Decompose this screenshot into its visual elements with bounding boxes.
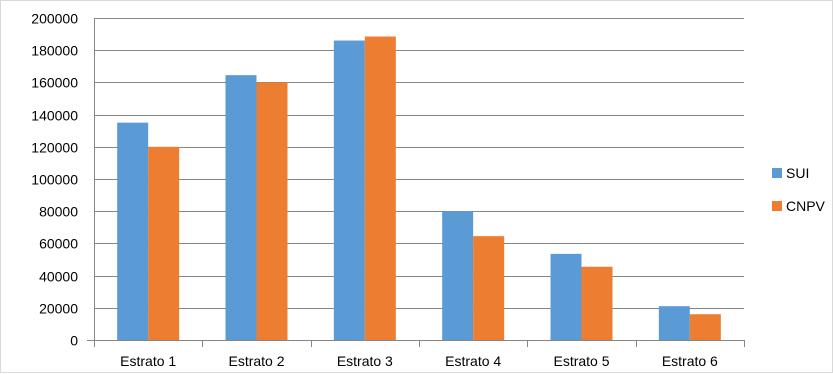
bar-sui-1 bbox=[117, 122, 149, 341]
legend-label-sui: SUI bbox=[786, 165, 809, 181]
x-tick-label: Estrato 2 bbox=[228, 353, 284, 369]
legend-swatch-sui bbox=[772, 168, 782, 178]
y-tick-label: 60000 bbox=[39, 236, 78, 252]
x-tick-label: Estrato 4 bbox=[445, 353, 501, 369]
bars bbox=[117, 36, 721, 341]
y-tick-label: 140000 bbox=[31, 108, 78, 124]
y-tick-label: 100000 bbox=[31, 172, 78, 188]
y-tick-label: 120000 bbox=[31, 140, 78, 156]
y-tick-label: 160000 bbox=[31, 75, 78, 91]
y-tick-label: 20000 bbox=[39, 301, 78, 317]
y-axis-tick-labels: 0 20000 40000 60000 80000 100000 120000 140000 1… bbox=[31, 11, 78, 349]
legend-swatch-cnpv bbox=[772, 201, 782, 211]
bar-sui-2 bbox=[225, 75, 257, 340]
bar-sui-3 bbox=[333, 40, 365, 340]
bar-cnpv-6 bbox=[689, 314, 721, 340]
x-tick-label: Estrato 1 bbox=[120, 353, 176, 369]
x-tick-label: Estrato 5 bbox=[553, 353, 609, 369]
bar-sui-6 bbox=[658, 306, 690, 340]
legend: SUI CNPV bbox=[772, 165, 826, 214]
y-tick-label: 180000 bbox=[31, 43, 78, 59]
gridlines bbox=[94, 18, 744, 309]
y-tick-label: 0 bbox=[70, 333, 78, 349]
y-tick-label: 80000 bbox=[39, 204, 78, 220]
bar-cnpv-4 bbox=[473, 236, 505, 340]
bar-cnpv-3 bbox=[364, 36, 396, 340]
x-tick-label: Estrato 3 bbox=[337, 353, 393, 369]
bar-sui-4 bbox=[442, 211, 474, 340]
bar-cnpv-1 bbox=[148, 146, 180, 340]
bar-cnpv-2 bbox=[256, 82, 288, 341]
y-tick-label: 40000 bbox=[39, 269, 78, 285]
axes bbox=[87, 18, 745, 347]
bar-sui-5 bbox=[550, 253, 582, 340]
x-axis-tick-labels: Estrato 1 Estrato 2 Estrato 3 Estrato 4 Estr… bbox=[120, 353, 718, 369]
legend-label-cnpv: CNPV bbox=[786, 198, 826, 214]
x-tick-label: Estrato 6 bbox=[662, 353, 718, 369]
y-tick-label: 200000 bbox=[31, 11, 78, 27]
bar-cnpv-5 bbox=[581, 266, 613, 340]
